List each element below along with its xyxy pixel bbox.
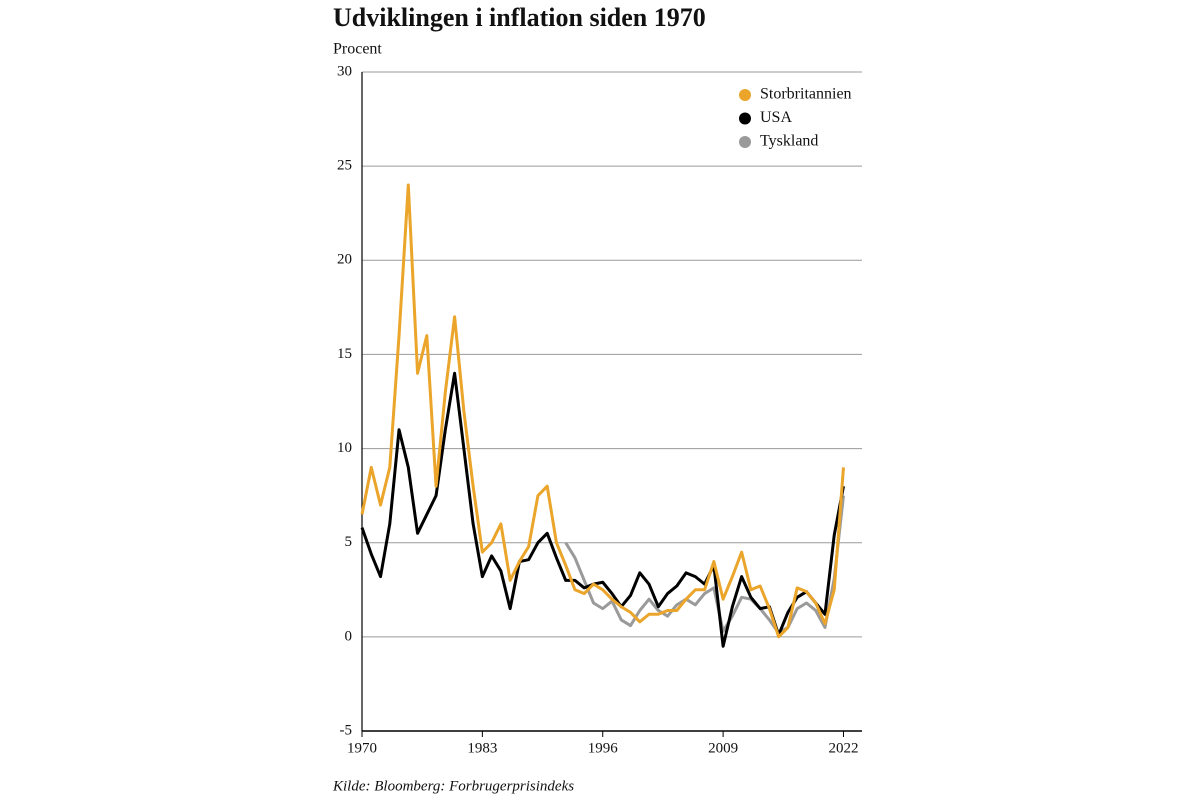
y-tick-label: -5: [340, 722, 353, 738]
legend-label: Storbritannien: [760, 86, 852, 103]
legend-marker: [739, 89, 751, 101]
x-tick-label: 1983: [467, 740, 497, 756]
y-tick-label: 15: [337, 346, 352, 362]
chart-title: Udviklingen i inflation siden 1970: [333, 3, 706, 32]
legend-label: USA: [760, 109, 792, 126]
x-tick-label: 2022: [828, 740, 858, 756]
legend-label: Tyskland: [760, 133, 818, 150]
y-tick-label: 0: [345, 628, 353, 644]
series-line: [360, 183, 845, 639]
legend-marker: [739, 136, 751, 148]
y-tick-label: 10: [337, 440, 352, 456]
y-axis-label: Procent: [333, 41, 382, 58]
x-tick-label: 2009: [708, 740, 738, 756]
series-line: [360, 371, 845, 648]
x-tick-label: 1996: [588, 740, 619, 756]
legend-marker: [739, 112, 751, 125]
y-tick-label: 20: [337, 252, 352, 268]
y-tick-label: 5: [345, 534, 353, 550]
y-tick-label: 25: [337, 158, 352, 174]
series-line: [564, 495, 845, 635]
source-note: Kilde: Bloomberg: Forbrugerprisindeks: [332, 778, 574, 794]
x-tick-label: 1970: [347, 740, 377, 756]
y-tick-label: 30: [337, 63, 352, 79]
